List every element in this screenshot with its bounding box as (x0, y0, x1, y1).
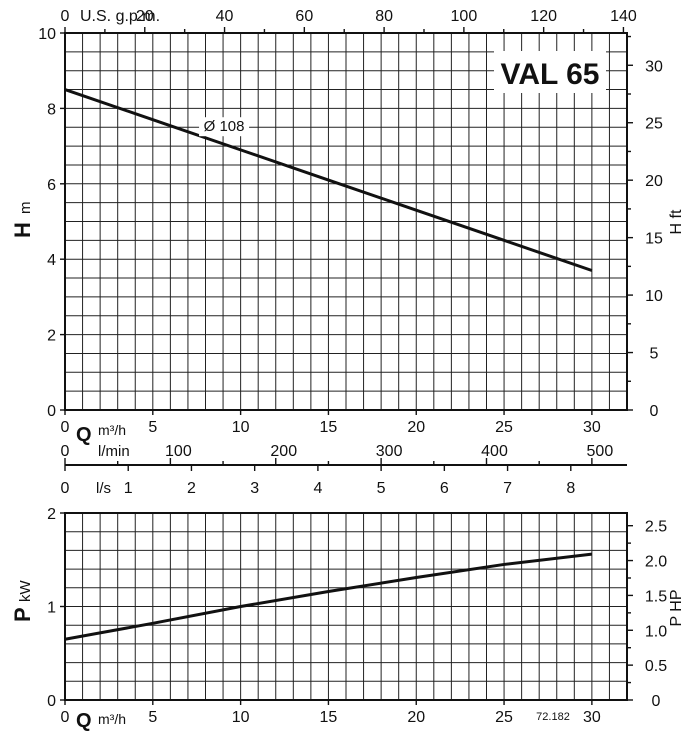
ls-tick-label: 4 (313, 480, 322, 497)
head-chart-grid (60, 27, 633, 415)
x2-tick-label: 40 (216, 8, 234, 25)
lmin-tick-label: 200 (270, 443, 297, 460)
y-axis-unit: kW (17, 580, 34, 603)
flow-conversion-scales (64, 458, 627, 471)
ls-tick-label: 7 (503, 480, 512, 497)
y2-tick-label: 20 (645, 173, 663, 190)
ls-tick-label: 2 (187, 480, 196, 497)
x2-tick-label: 60 (295, 8, 313, 25)
x-tick-label: 10 (232, 709, 250, 726)
curve-label-bg (199, 117, 250, 137)
y-tick-label: 0 (47, 693, 56, 710)
lmin-tick-label: 100 (165, 443, 192, 460)
lmin-tick-label: 400 (481, 443, 508, 460)
y-axis-title: P (10, 607, 35, 622)
lmin-tick-label: 500 (587, 443, 614, 460)
y-tick-label: 10 (38, 26, 56, 43)
ls-tick-label: 6 (440, 480, 449, 497)
x-tick-label: 20 (407, 709, 425, 726)
y2-tick-label: 15 (645, 231, 663, 248)
x-tick-label: 0 (61, 419, 70, 436)
y2-tick-label: 1.0 (645, 623, 667, 640)
y-tick-label: 6 (47, 177, 56, 194)
ls-tick-label: 0 (61, 480, 70, 497)
lmin-tick-label: 300 (376, 443, 403, 460)
title-box (494, 51, 606, 93)
ls-axis-title: l/s (96, 480, 111, 497)
x-tick-label: 15 (320, 419, 338, 436)
x-tick-label: 5 (148, 709, 157, 726)
ls-tick-label: 5 (377, 480, 386, 497)
lmin-tick-label: 0 (61, 443, 70, 460)
y2-tick-label: 5 (650, 346, 659, 363)
x-tick-label: 30 (583, 709, 601, 726)
x2-axis-title: U.S. g.p.m. (80, 8, 160, 25)
x-tick-label: 0 (61, 709, 70, 726)
x-tick-label: 25 (495, 709, 513, 726)
x-tick-label: 30 (583, 419, 601, 436)
x2-tick-label: 140 (610, 8, 637, 25)
x2-tick-label: 100 (451, 8, 478, 25)
y-tick-label: 8 (47, 101, 56, 118)
x-axis-title: Q (76, 710, 92, 731)
y2-tick-label: 1.5 (645, 588, 667, 605)
power-chart-grid (60, 512, 633, 705)
chart-code: 72.182 (536, 711, 570, 723)
x-tick-label: 5 (148, 419, 157, 436)
x2-tick-label: 120 (530, 8, 557, 25)
y-axis-unit: m (17, 202, 34, 215)
lmin-axis-title: l/min (98, 443, 130, 460)
x-tick-label: 25 (495, 419, 513, 436)
y2-tick-label: 0 (652, 693, 661, 710)
y2-tick-label: 2.0 (645, 554, 667, 571)
x-axis-unit: m³/h (98, 422, 126, 438)
x-axis-unit: m³/h (98, 711, 126, 727)
chart-curves: Ø 108 (64, 88, 593, 641)
y2-tick-label: 25 (645, 116, 663, 133)
ls-tick-label: 1 (124, 480, 133, 497)
y2-tick-label: 30 (645, 58, 663, 75)
x-axis-title: Q (76, 424, 92, 446)
x2-tick-label: 80 (375, 8, 393, 25)
y2-tick-label: 10 (645, 288, 663, 305)
y2-axis-title: H ft (668, 209, 685, 234)
y2-axis-title: P HP (668, 589, 685, 626)
chart-title: VAL 65 (501, 58, 600, 91)
ls-tick-label: 3 (250, 480, 259, 497)
y2-tick-label: 0.5 (645, 658, 667, 675)
x-tick-label: 15 (320, 709, 338, 726)
y-tick-label: 2 (47, 328, 56, 345)
y-axis-title: H (10, 222, 35, 238)
x2-tick-label: 0 (61, 8, 70, 25)
y-tick-label: 4 (47, 252, 56, 269)
y-tick-label: 0 (47, 403, 56, 420)
ls-tick-label: 8 (566, 480, 575, 497)
y-tick-label: 1 (47, 600, 56, 617)
y-tick-label: 2 (47, 506, 56, 523)
curve-label: Ø 108 (204, 118, 245, 135)
x2-tick-label: 20 (136, 8, 154, 25)
head-chart-frame (64, 32, 628, 411)
x-tick-label: 20 (407, 419, 425, 436)
y2-tick-label: 0 (650, 403, 659, 420)
x-tick-label: 10 (232, 419, 250, 436)
y2-tick-label: 2.5 (645, 519, 667, 536)
